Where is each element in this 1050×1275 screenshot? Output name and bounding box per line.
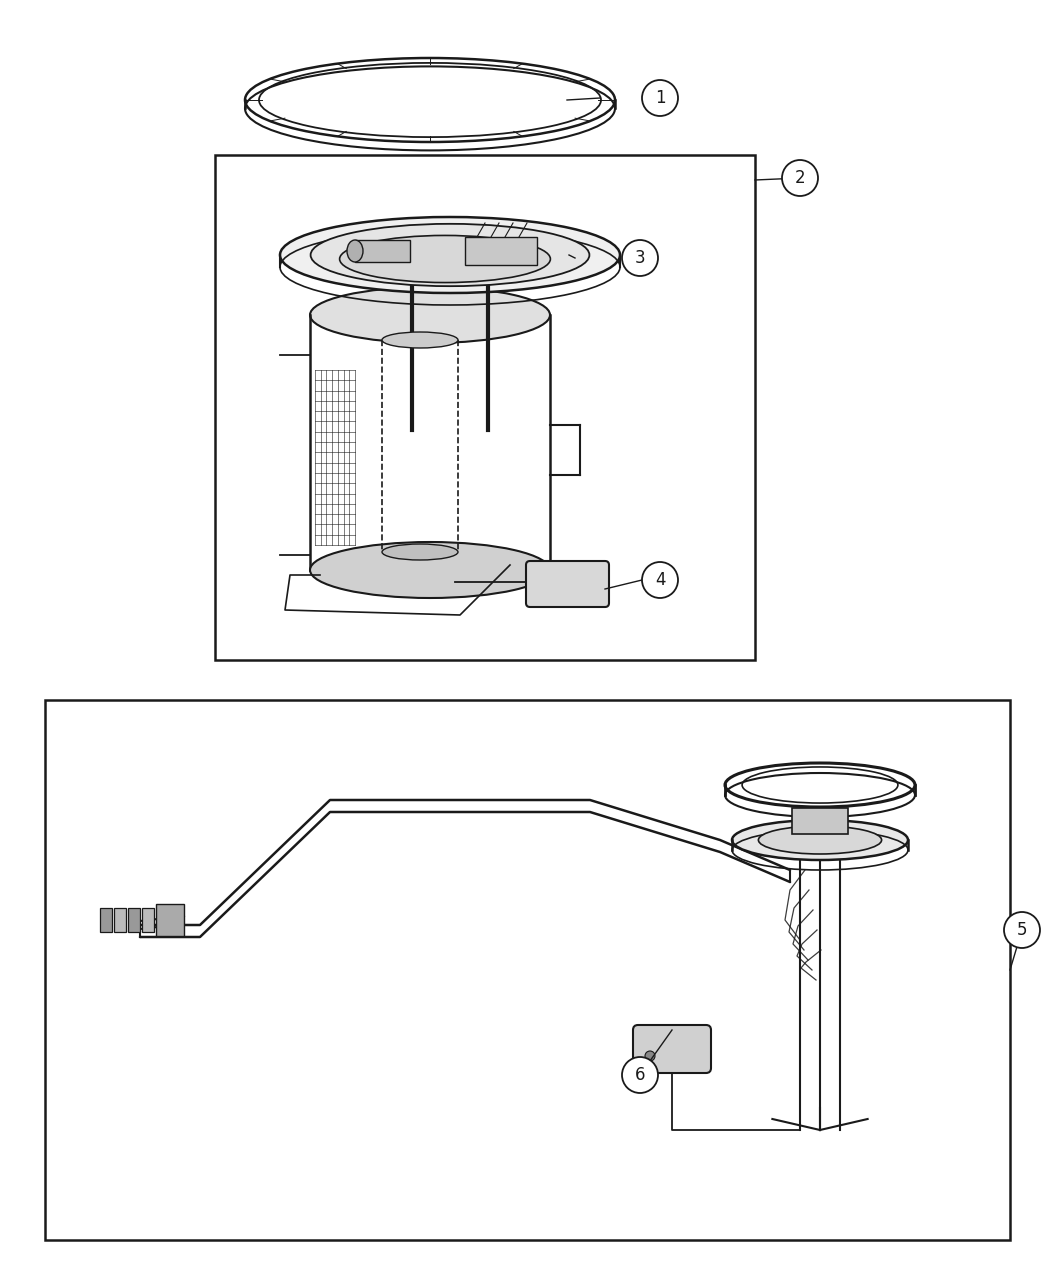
Text: 4: 4 (655, 571, 666, 589)
Ellipse shape (758, 826, 882, 854)
Ellipse shape (310, 287, 550, 343)
Ellipse shape (339, 236, 550, 283)
Circle shape (622, 1057, 658, 1093)
Ellipse shape (280, 217, 620, 293)
Ellipse shape (311, 224, 589, 286)
Ellipse shape (382, 332, 458, 348)
Text: 1: 1 (655, 89, 666, 107)
Circle shape (642, 80, 678, 116)
FancyBboxPatch shape (526, 561, 609, 607)
Circle shape (645, 1051, 655, 1061)
Ellipse shape (346, 240, 363, 261)
Ellipse shape (310, 542, 550, 598)
Circle shape (622, 240, 658, 275)
Circle shape (642, 562, 678, 598)
Bar (45, 700, 1010, 1241)
Bar (355, 240, 410, 261)
Ellipse shape (382, 544, 458, 560)
Text: 6: 6 (635, 1066, 646, 1084)
FancyBboxPatch shape (633, 1025, 711, 1074)
Circle shape (782, 159, 818, 196)
Bar (128, 908, 140, 932)
Bar (792, 808, 848, 834)
Circle shape (1004, 912, 1040, 949)
Bar (100, 908, 112, 932)
Bar (114, 908, 126, 932)
Text: 3: 3 (634, 249, 646, 266)
Bar (465, 237, 537, 265)
Bar (156, 904, 184, 936)
Text: 5: 5 (1016, 921, 1027, 938)
Bar (215, 156, 755, 660)
Bar (142, 908, 154, 932)
Text: 2: 2 (795, 170, 805, 187)
Ellipse shape (732, 820, 908, 861)
